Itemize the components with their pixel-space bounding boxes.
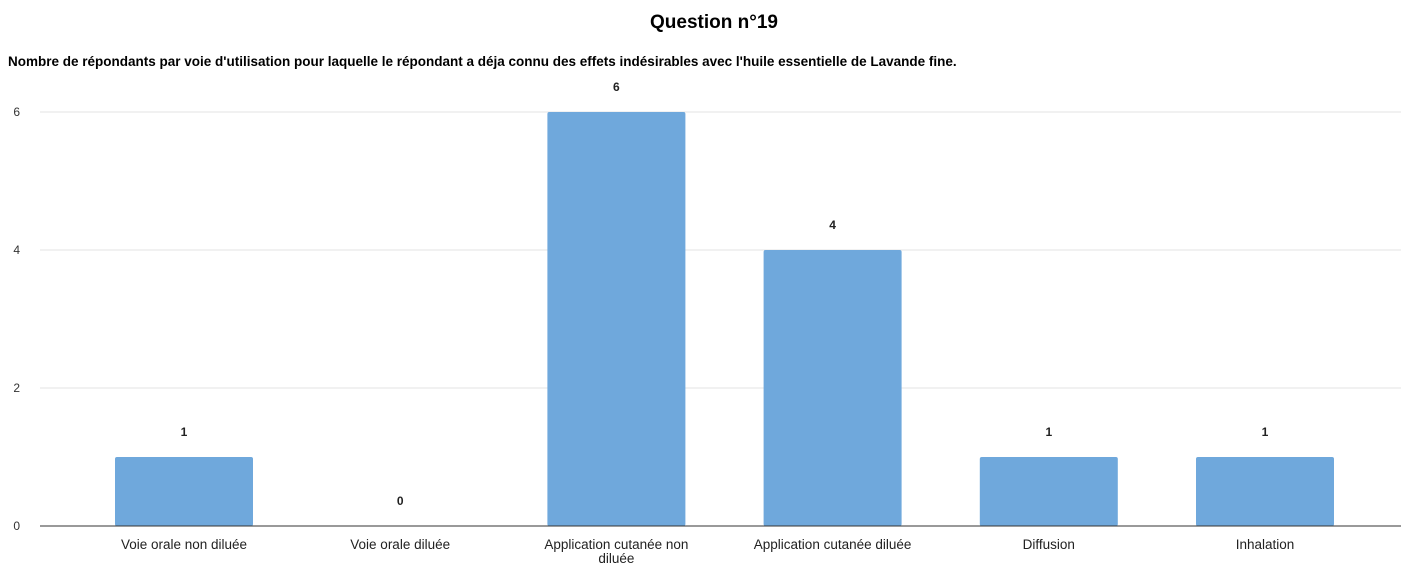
x-tick-label: Application cutanée diluée [754,537,912,552]
y-axis-ticks: 0 2 4 6 [13,105,20,533]
chart-subtitle: Nombre de répondants par voie d'utilisat… [8,54,957,69]
bar [763,250,902,526]
x-tick-label: diluée [598,551,634,566]
data-label: 1 [1262,425,1269,439]
data-label: 1 [1045,425,1052,439]
data-label: 4 [829,218,836,232]
data-labels: 1 0 6 4 1 1 [181,80,1269,508]
y-tick-label: 2 [13,381,20,395]
chart-title: Question n°19 [650,12,778,33]
x-tick-label: Voie orale diluée [350,537,450,552]
x-tick-label: Diffusion [1023,537,1075,552]
gridlines [40,111,1401,389]
bar [115,457,253,526]
x-tick-label: Voie orale non diluée [121,537,247,552]
x-tick-label: Application cutanée non [544,537,688,552]
data-label: 1 [181,425,188,439]
data-label: 6 [613,80,620,94]
bar [1196,457,1334,526]
bars [115,112,1334,526]
y-tick-label: 0 [13,519,20,533]
bar [547,112,686,526]
x-tick-label: Inhalation [1236,537,1295,552]
data-label: 0 [397,494,404,508]
bar [979,457,1118,526]
y-tick-label: 4 [13,243,20,257]
x-axis-labels: Voie orale non diluée Voie orale diluée Ap… [121,537,1294,566]
y-tick-label: 6 [13,105,20,119]
